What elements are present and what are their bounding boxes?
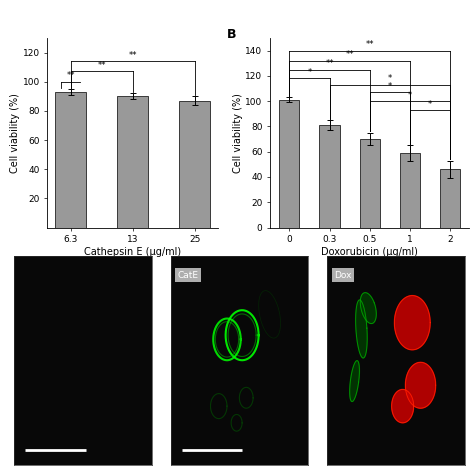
Bar: [319, 125, 339, 228]
Bar: [279, 100, 300, 228]
Text: **: **: [66, 71, 75, 80]
Bar: [400, 153, 420, 228]
Polygon shape: [405, 362, 436, 408]
Text: **: **: [128, 51, 137, 60]
Text: *: *: [428, 100, 432, 109]
Text: B: B: [227, 28, 236, 41]
Text: **: **: [325, 59, 334, 68]
Text: *: *: [408, 91, 412, 100]
Text: *: *: [388, 82, 392, 91]
Text: **: **: [365, 40, 374, 49]
Y-axis label: Cell viability (%): Cell viability (%): [10, 93, 20, 173]
Bar: [179, 100, 210, 228]
Text: *: *: [388, 74, 392, 83]
Y-axis label: Cell viability (%): Cell viability (%): [233, 93, 243, 173]
Bar: [360, 139, 380, 228]
X-axis label: Doxorubicin (μg/ml): Doxorubicin (μg/ml): [321, 247, 418, 257]
Polygon shape: [350, 361, 359, 401]
Text: **: **: [346, 50, 354, 59]
Bar: [117, 96, 148, 228]
Polygon shape: [360, 292, 376, 324]
X-axis label: Cathepsin E (μg/ml): Cathepsin E (μg/ml): [84, 247, 181, 257]
Text: CatE: CatE: [177, 271, 199, 280]
Text: *: *: [307, 68, 311, 77]
Text: **: **: [98, 61, 106, 70]
Bar: [55, 92, 86, 228]
Text: Dox: Dox: [334, 271, 351, 280]
Polygon shape: [392, 390, 414, 423]
Bar: [440, 169, 460, 228]
Polygon shape: [356, 300, 367, 358]
Polygon shape: [394, 296, 430, 350]
